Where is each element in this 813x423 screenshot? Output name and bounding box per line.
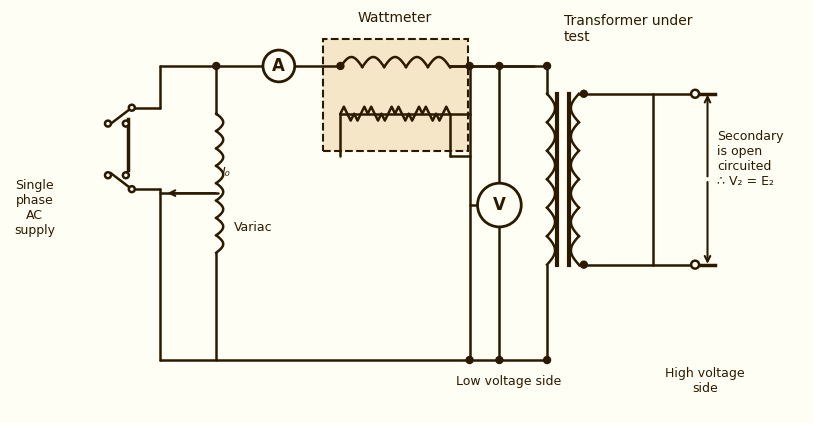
Circle shape (477, 183, 521, 227)
Circle shape (128, 186, 135, 192)
Circle shape (496, 357, 503, 363)
Text: Transformer under
test: Transformer under test (564, 14, 693, 44)
Circle shape (128, 105, 135, 111)
Circle shape (123, 172, 128, 178)
Circle shape (544, 357, 550, 363)
Text: Wattmeter: Wattmeter (358, 11, 433, 25)
Circle shape (263, 50, 295, 82)
Text: Variac: Variac (234, 221, 273, 234)
Text: V: V (493, 196, 506, 214)
Text: Low voltage side: Low voltage side (456, 375, 561, 388)
Circle shape (691, 261, 699, 269)
Circle shape (544, 63, 550, 69)
Circle shape (105, 121, 111, 126)
Circle shape (213, 63, 220, 69)
Circle shape (337, 63, 344, 69)
Circle shape (496, 63, 503, 69)
Circle shape (466, 63, 473, 69)
Text: A: A (272, 57, 285, 75)
Circle shape (466, 357, 473, 363)
Text: I₀: I₀ (221, 166, 230, 179)
Text: High voltage
side: High voltage side (665, 367, 745, 395)
FancyBboxPatch shape (323, 39, 467, 151)
Text: Secondary
is open
circuited
∴ V₂ = E₂: Secondary is open circuited ∴ V₂ = E₂ (717, 130, 784, 188)
Text: Single
phase
AC
supply: Single phase AC supply (14, 179, 55, 237)
Circle shape (123, 121, 128, 126)
Circle shape (580, 261, 587, 268)
Circle shape (580, 90, 587, 97)
Circle shape (105, 172, 111, 178)
Circle shape (691, 90, 699, 98)
